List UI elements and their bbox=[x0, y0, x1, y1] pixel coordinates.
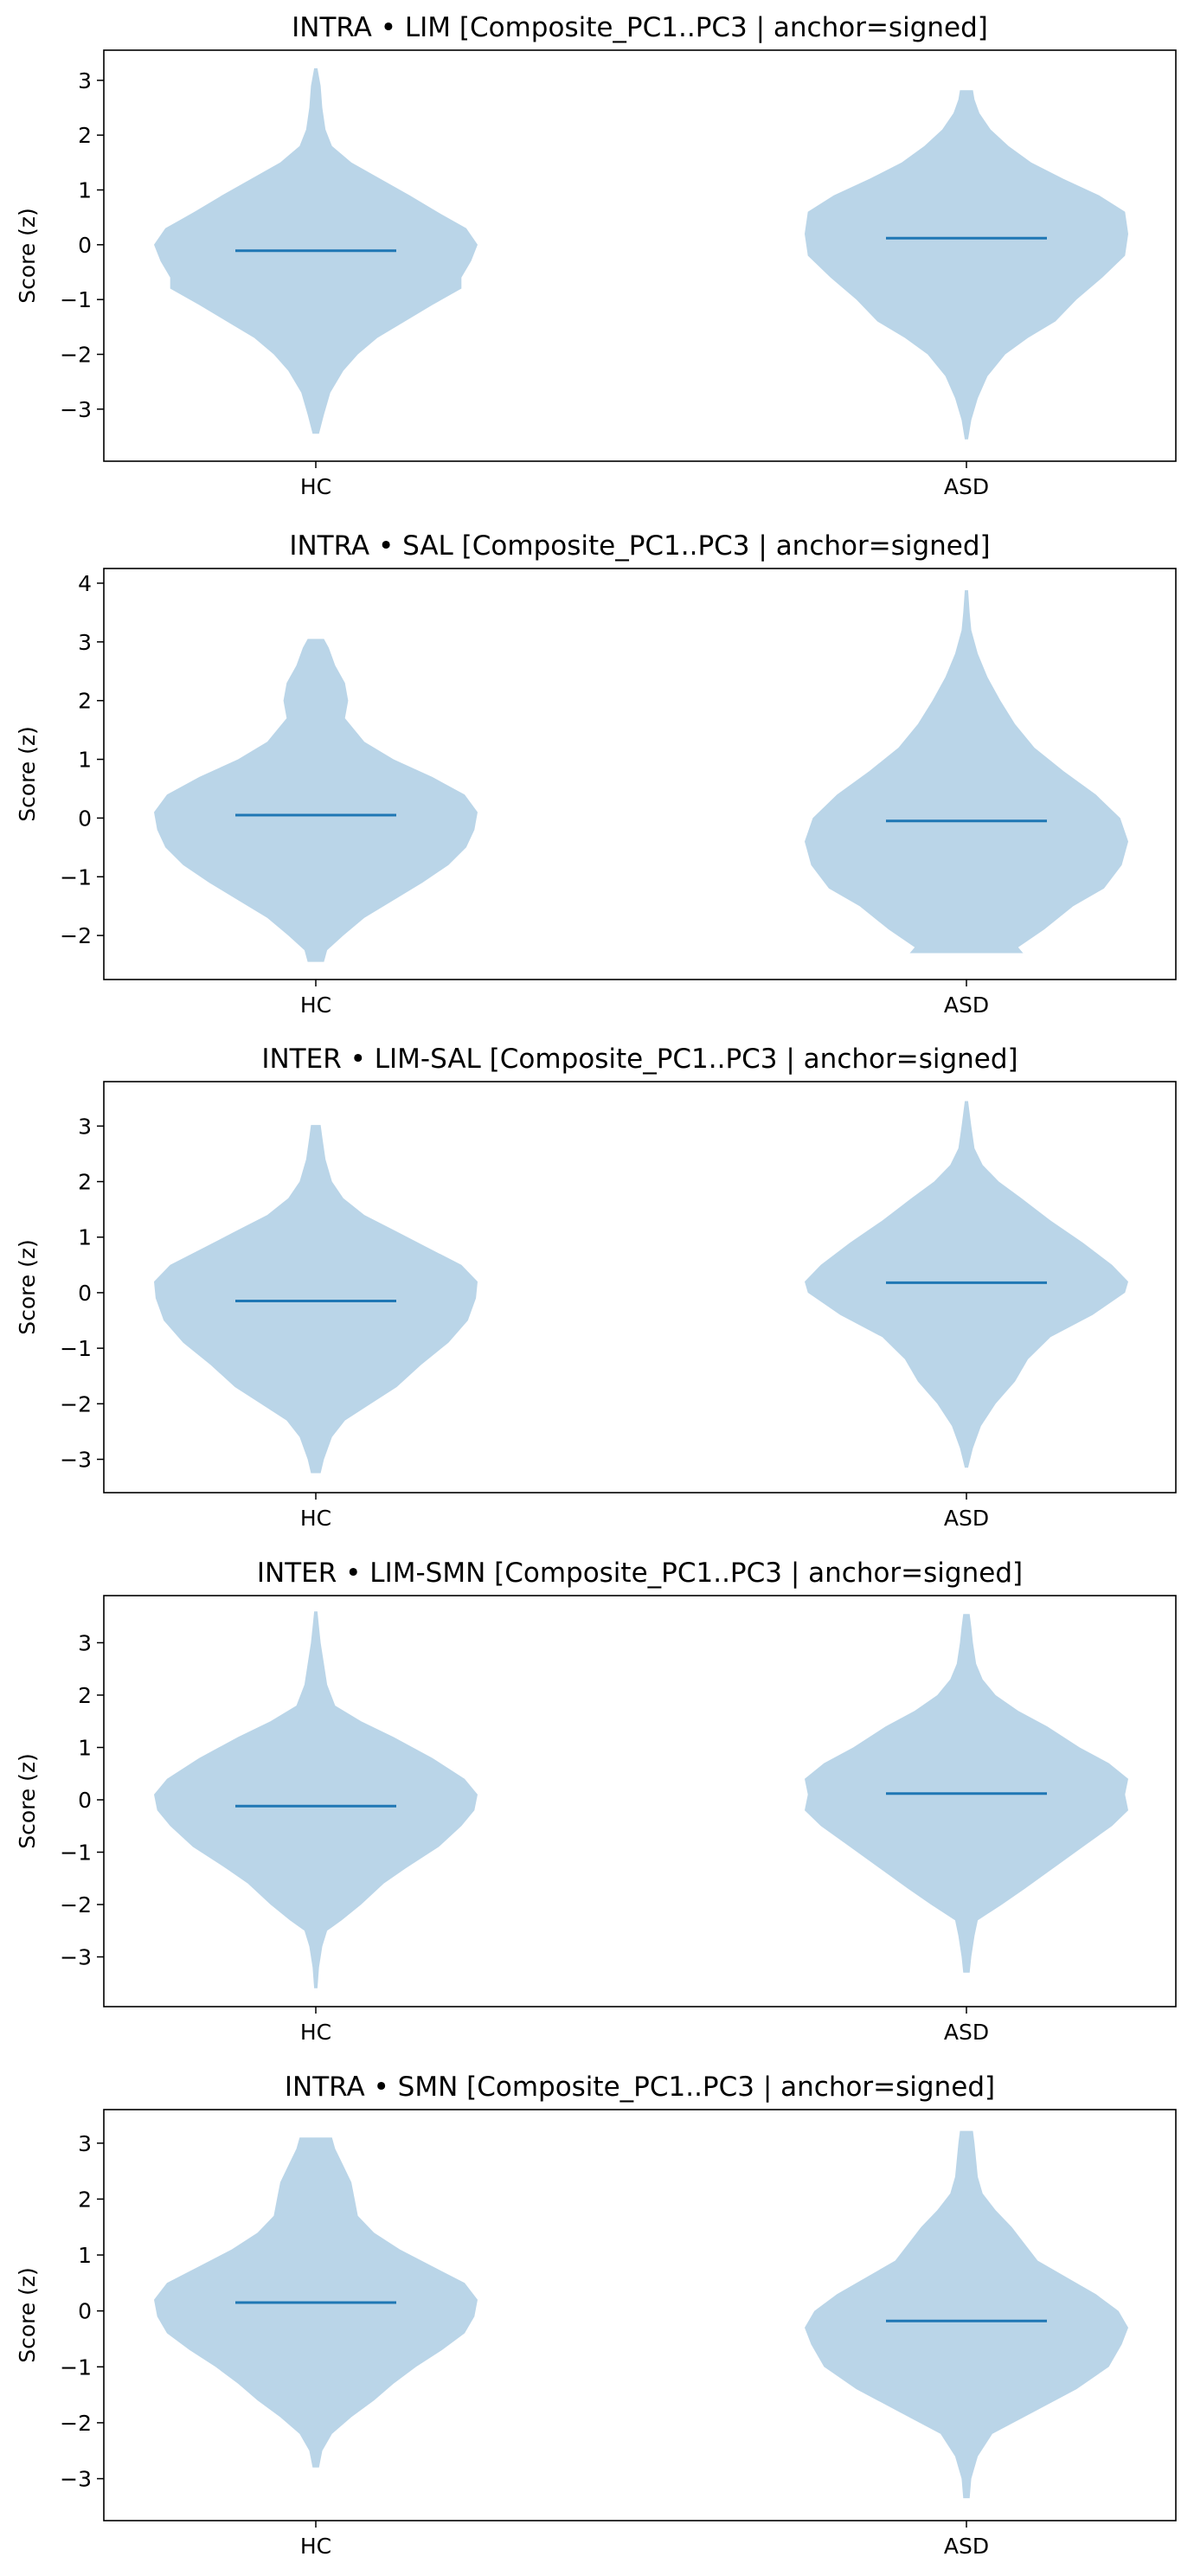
y-axis-label: Score (z) bbox=[15, 726, 40, 822]
x-tick-label-hc: HC bbox=[300, 474, 331, 499]
panel-3: INTER • LIM-SAL [Composite_PC1..PC3 | an… bbox=[15, 1044, 1177, 1531]
panel-title: INTRA • SMN [Composite_PC1..PC3 | anchor… bbox=[285, 2072, 995, 2103]
y-tick-label: 3 bbox=[78, 2131, 92, 2156]
x-tick-label-asd: ASD bbox=[944, 2020, 989, 2045]
y-tick-label: 1 bbox=[78, 178, 92, 203]
y-tick-label: −3 bbox=[60, 1945, 92, 1970]
y-tick-label: −1 bbox=[60, 1336, 92, 1361]
y-tick-label: 3 bbox=[78, 1114, 92, 1139]
y-tick-label: 2 bbox=[78, 2187, 92, 2212]
axes-frame bbox=[103, 568, 1177, 980]
y-tick-label: −3 bbox=[60, 2467, 92, 2492]
panel-title: INTRA • LIM [Composite_PC1..PC3 | anchor… bbox=[292, 12, 988, 43]
y-tick-label: 2 bbox=[78, 689, 92, 714]
y-tick-label: 1 bbox=[78, 748, 92, 773]
x-tick-label-hc: HC bbox=[300, 1506, 331, 1531]
y-tick-label: 3 bbox=[78, 68, 92, 93]
x-tick-label-hc: HC bbox=[300, 2534, 331, 2559]
y-tick-label: 2 bbox=[78, 1170, 92, 1195]
y-tick-label: −1 bbox=[60, 2354, 92, 2380]
y-tick-label: 3 bbox=[78, 630, 92, 655]
y-tick-label: 4 bbox=[78, 571, 92, 596]
y-axis-label: Score (z) bbox=[15, 2267, 40, 2363]
axes-frame bbox=[103, 2109, 1177, 2521]
y-tick-label: −1 bbox=[60, 287, 92, 312]
y-tick-label: 0 bbox=[78, 2299, 92, 2324]
y-tick-label: −1 bbox=[60, 864, 92, 890]
panel-title: INTER • LIM-SMN [Composite_PC1..PC3 | an… bbox=[257, 1558, 1023, 1589]
y-tick-label: 0 bbox=[78, 233, 92, 258]
y-tick-label: −3 bbox=[60, 1447, 92, 1472]
y-tick-label: 0 bbox=[78, 1788, 92, 1813]
axes-frame bbox=[103, 49, 1177, 462]
y-tick-label: 2 bbox=[78, 1683, 92, 1708]
panel-2: INTRA • SAL [Composite_PC1..PC3 | anchor… bbox=[15, 530, 1177, 1018]
y-tick-label: 0 bbox=[78, 806, 92, 831]
violin-asd bbox=[805, 590, 1128, 954]
violin-hc bbox=[154, 1125, 478, 1474]
y-tick-label: 2 bbox=[78, 123, 92, 148]
panel-title: INTER • LIM-SAL [Composite_PC1..PC3 | an… bbox=[261, 1044, 1017, 1075]
y-tick-label: −2 bbox=[60, 1391, 92, 1416]
x-tick-label-hc: HC bbox=[300, 2020, 331, 2045]
axes-frame bbox=[103, 1081, 1177, 1494]
violin-asd bbox=[805, 2130, 1128, 2499]
violin-asd bbox=[805, 1101, 1128, 1468]
y-tick-label: −2 bbox=[60, 1892, 92, 1918]
x-tick-label-asd: ASD bbox=[944, 474, 989, 499]
x-tick-label-asd: ASD bbox=[944, 992, 989, 1018]
y-tick-label: 0 bbox=[78, 1281, 92, 1306]
y-tick-label: 1 bbox=[78, 1225, 92, 1250]
y-axis-label: Score (z) bbox=[15, 208, 40, 304]
violin-hc bbox=[154, 1611, 478, 1988]
x-tick-label-asd: ASD bbox=[944, 1506, 989, 1531]
y-tick-label: −1 bbox=[60, 1840, 92, 1865]
y-tick-label: −3 bbox=[60, 397, 92, 422]
x-tick-label-hc: HC bbox=[300, 992, 331, 1018]
y-tick-label: 1 bbox=[78, 1735, 92, 1760]
y-tick-label: 1 bbox=[78, 2243, 92, 2268]
y-tick-label: −2 bbox=[60, 2411, 92, 2436]
axes-frame bbox=[103, 1595, 1177, 2007]
panel-title: INTRA • SAL [Composite_PC1..PC3 | anchor… bbox=[289, 530, 990, 562]
x-tick-label-asd: ASD bbox=[944, 2534, 989, 2559]
y-tick-label: −2 bbox=[60, 343, 92, 368]
violin-asd bbox=[805, 90, 1128, 440]
y-axis-label: Score (z) bbox=[15, 1753, 40, 1849]
panel-1: INTRA • LIM [Composite_PC1..PC3 | anchor… bbox=[15, 12, 1177, 499]
y-tick-label: 3 bbox=[78, 1630, 92, 1655]
violin-hc bbox=[154, 639, 478, 962]
panel-4: INTER • LIM-SMN [Composite_PC1..PC3 | an… bbox=[15, 1558, 1177, 2045]
y-axis-label: Score (z) bbox=[15, 1239, 40, 1335]
panel-5: INTRA • SMN [Composite_PC1..PC3 | anchor… bbox=[15, 2072, 1177, 2559]
y-tick-label: −2 bbox=[60, 923, 92, 948]
